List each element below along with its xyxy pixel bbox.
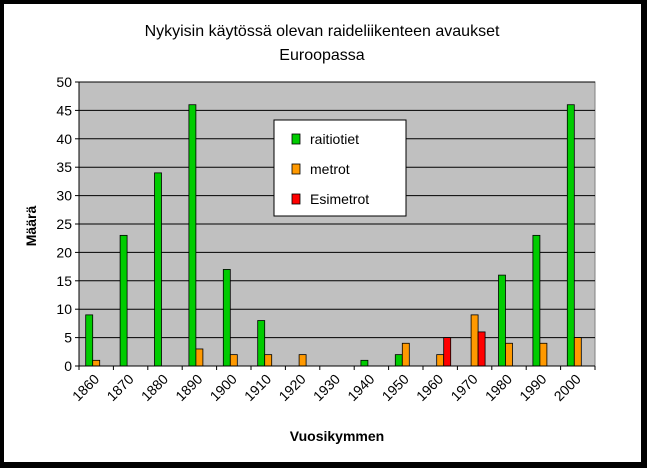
bar-esimetrot [443,337,452,367]
x-tick-label: 2000 [551,371,584,404]
bar-raitiotiet [154,172,162,367]
x-axis-label: Vuosikymmen [290,428,384,444]
bar-raitiotiet [566,104,575,367]
y-tick-label: 35 [56,159,72,175]
bar-esimetrot [477,331,486,367]
legend-label: metrot [310,161,350,177]
bar-metrot [92,359,101,367]
x-tick-label: 1970 [447,371,480,404]
x-tick-label: 1930 [310,371,343,404]
x-axis-ticks: 1860 1870 1880 1890 1900 1910 1920 1930 1940 1950… [69,366,596,404]
y-axis-label: Määrä [23,206,39,247]
legend-swatch [291,163,301,175]
bar-metrot [470,314,479,367]
bar-metrot [539,342,548,367]
bar-raitiotiet [360,359,369,367]
x-tick-label: 1980 [482,371,515,404]
y-tick-label: 5 [64,330,72,346]
y-tick-label: 10 [56,301,72,317]
x-tick-label: 1890 [172,371,205,404]
bar-metrot [436,354,445,367]
legend-swatch [291,133,301,145]
bar-raitiotiet [498,274,506,367]
x-tick-label: 1870 [103,371,136,404]
y-tick-label: 25 [56,216,72,232]
x-tick-label: 1860 [69,371,102,404]
y-tick-label: 20 [56,244,72,260]
bar-metrot [264,354,273,367]
y-tick-label: 50 [56,74,72,90]
bar-metrot [573,337,582,367]
chart-frame: Nykyisin käytössä olevan raideliikenteen… [3,3,642,463]
x-tick-label: 1900 [207,371,240,404]
y-axis-ticks: 0 5 10 15 20 25 30 35 40 45 50 [56,74,79,374]
bar-metrot [195,348,204,367]
chart-title: Nykyisin käytössä olevan raideliikenteen… [145,23,500,40]
bar-chart: Nykyisin käytössä olevan raideliikenteen… [23,23,596,444]
y-tick-label: 30 [56,188,72,204]
y-tick-label: 15 [56,273,72,289]
x-tick-label: 1960 [413,371,446,404]
bar-raitiotiet [85,314,94,367]
bar-metrot [298,354,307,367]
x-tick-label: 1940 [344,371,377,404]
bar-metrot [505,342,513,367]
legend-label: raitiotiet [310,131,359,147]
bar-metrot [229,354,238,367]
x-tick-label: 1950 [379,371,412,404]
bar-raitiotiet [222,269,231,367]
bar-raitiotiet [532,234,541,367]
chart-subtitle: Euroopassa [279,47,364,64]
bar-raitiotiet [257,320,266,367]
x-tick-label: 1920 [275,371,308,404]
y-tick-label: 0 [64,358,72,374]
x-tick-label: 1880 [138,371,171,404]
legend-swatch [291,193,301,205]
y-tick-label: 45 [56,102,72,118]
gridlines [79,81,595,339]
legend-label: Esimetrot [310,191,369,207]
bar-raitiotiet [119,234,128,367]
bar-metrot [401,342,410,367]
legend: raitiotiet metrot Esimetrot [273,119,407,217]
x-tick-label: 1990 [516,371,549,404]
bar-raitiotiet [188,104,197,367]
bar-raitiotiet [394,354,403,367]
y-tick-label: 40 [56,131,72,147]
x-tick-label: 1910 [241,371,274,404]
